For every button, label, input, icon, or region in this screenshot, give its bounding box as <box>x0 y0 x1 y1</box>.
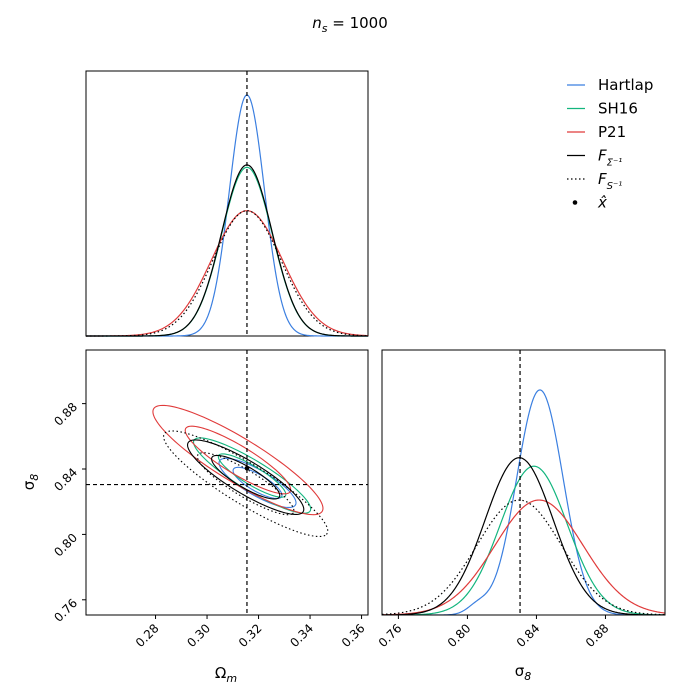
x-axis-label-omega: Ωm <box>215 664 237 685</box>
label-subscript: m <box>226 672 237 685</box>
legend-label: x̂ <box>597 194 607 212</box>
x-axis-label-sigma8: σ8 <box>515 662 532 683</box>
x-tick-label: 0.76 <box>376 621 405 650</box>
marginal-sigma8-curve-p21 <box>382 499 665 615</box>
marginal-sigma8-curve-fisher_sigma <box>382 457 665 615</box>
label-base: Ω <box>215 664 226 682</box>
x-tick-label: 0.88 <box>583 621 612 650</box>
title-symbol: n <box>312 14 322 32</box>
figure-title: ns = 1000 <box>312 14 388 35</box>
legend-label: SH16 <box>598 100 638 118</box>
contour-hartlap-outer <box>218 457 297 509</box>
y-tick-label: 0.76 <box>51 596 80 625</box>
contour-fisher_sigma-inner <box>211 454 281 500</box>
marginal-omega-panel <box>85 70 369 337</box>
x-tick-label: 0.36 <box>339 621 368 650</box>
marginal-omega-curve-hartlap <box>86 94 368 337</box>
legend-label: P21 <box>598 123 626 141</box>
legend-label: FΣ⁻¹ <box>598 147 622 169</box>
panel-frame <box>381 349 666 616</box>
legend-label-sub: S⁻¹ <box>607 181 623 192</box>
marginal-sigma8-curve-hartlap <box>382 389 665 615</box>
y-tick-label: 0.88 <box>51 400 80 429</box>
xhat-point <box>244 465 250 471</box>
label-subscript: 8 <box>28 474 41 481</box>
marginal-omega-curve-p21 <box>86 210 369 337</box>
legend-item-fisher_s: FS⁻¹ <box>567 170 622 192</box>
legend-label: FS⁻¹ <box>598 170 622 192</box>
legend-item-sh16: SH16 <box>567 100 638 118</box>
legend-item-xhat: x̂ <box>572 194 607 212</box>
panel-frame <box>85 349 369 616</box>
legend-item-hartlap: Hartlap <box>567 76 653 94</box>
marginal-sigma8-curve-sh16 <box>382 465 665 615</box>
legend-label-base: F <box>598 170 607 188</box>
marginal-sigma8-panel: 0.76 0.80 0.84 0.88 <box>376 349 666 650</box>
legend-label-sub: Σ⁻¹ <box>607 158 623 169</box>
x-tick-label: 0.80 <box>445 621 474 650</box>
label-base: σ <box>20 480 38 490</box>
x-tick-label: 0.28 <box>133 621 162 650</box>
title-value: = 1000 <box>327 14 387 32</box>
y-tick-label: 0.84 <box>51 465 80 494</box>
legend-item-p21: P21 <box>567 123 626 141</box>
y-tick-label: 0.80 <box>51 531 80 560</box>
contour-sh16-outer <box>192 437 312 514</box>
contour-fisher_sigma-outer <box>187 439 305 516</box>
x-tick-label: 0.32 <box>236 621 265 650</box>
contour-p21-outer <box>152 404 324 516</box>
marginal-sigma8-curve-fisher_s <box>382 499 665 615</box>
x-tick-label: 0.34 <box>287 621 316 650</box>
contour-sh16-inner <box>217 453 287 498</box>
label-subscript: 8 <box>524 670 531 683</box>
panel-frame <box>85 70 369 337</box>
label-base: σ <box>515 662 525 680</box>
marginal-omega-curve-sh16 <box>86 166 368 337</box>
legend-marker <box>572 200 578 205</box>
x-tick-label: 0.84 <box>514 621 543 650</box>
legend-label-base: F <box>598 147 607 165</box>
y-axis-label-sigma8: σ8 <box>20 474 41 491</box>
x-tick-label: 0.30 <box>184 621 213 650</box>
title-subscript: s <box>322 22 328 35</box>
legend-item-fisher_sigma: FΣ⁻¹ <box>567 147 622 169</box>
contour-fisher_s-inner <box>196 452 295 516</box>
joint-posterior-panel: 0.28 0.30 0.32 0.34 0.36 0.76 0.80 0.84 0.88 <box>51 349 369 650</box>
marginal-omega-curve-fisher_sigma <box>86 164 368 337</box>
contour-hartlap-inner <box>232 466 283 500</box>
contour-fisher_s-outer <box>163 430 329 538</box>
contour-p21-inner <box>184 425 292 495</box>
legend-label: Hartlap <box>598 76 653 94</box>
